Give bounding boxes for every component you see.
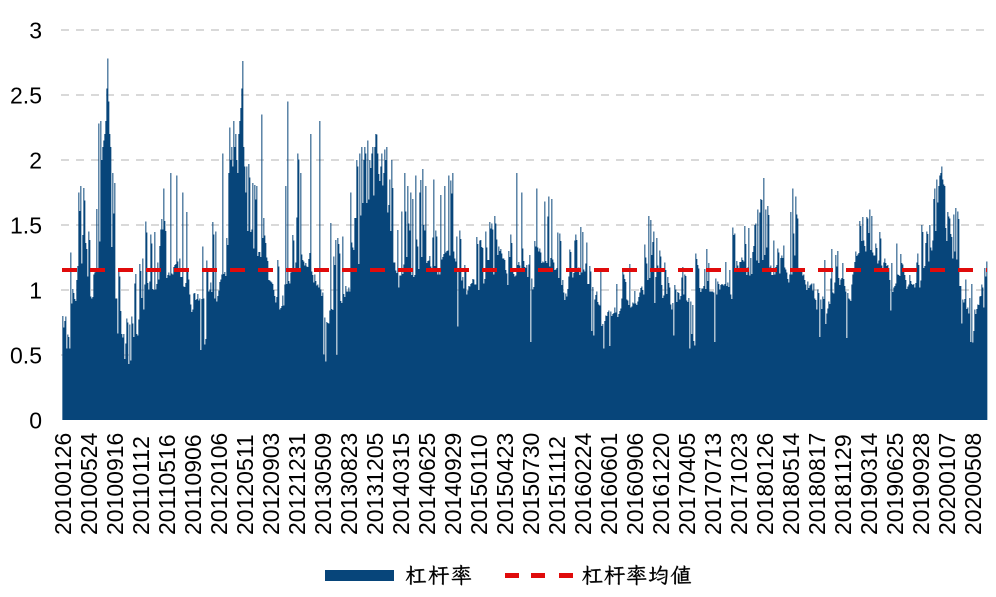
svg-text:20180514: 20180514 <box>778 432 804 535</box>
svg-text:1.5: 1.5 <box>10 213 42 239</box>
svg-text:20110516: 20110516 <box>154 434 180 535</box>
svg-text:20100916: 20100916 <box>102 433 128 535</box>
svg-text:20200107: 20200107 <box>934 433 960 535</box>
svg-text:20121231: 20121231 <box>284 433 310 535</box>
svg-text:20200508: 20200508 <box>960 433 986 535</box>
svg-text:20140929: 20140929 <box>440 433 466 535</box>
svg-text:20190928: 20190928 <box>908 433 934 535</box>
svg-text:20130509: 20130509 <box>310 433 336 535</box>
svg-text:20160601: 20160601 <box>596 433 622 535</box>
svg-text:20180817: 20180817 <box>804 433 830 535</box>
svg-text:20100126: 20100126 <box>50 433 76 535</box>
svg-text:20120106: 20120106 <box>206 433 232 535</box>
svg-text:20171023: 20171023 <box>726 433 752 535</box>
svg-text:20140315: 20140315 <box>388 433 414 535</box>
svg-text:20170713: 20170713 <box>700 433 726 535</box>
svg-text:20170405: 20170405 <box>674 433 700 535</box>
svg-text:20150423: 20150423 <box>492 433 518 535</box>
svg-text:20151112: 20151112 <box>544 436 570 535</box>
svg-text:20131205: 20131205 <box>362 433 388 535</box>
svg-text:0: 0 <box>29 408 42 434</box>
svg-text:20110906: 20110906 <box>180 434 206 535</box>
svg-text:20160906: 20160906 <box>622 433 648 535</box>
svg-text:2.5: 2.5 <box>10 83 42 109</box>
svg-text:20161220: 20161220 <box>648 433 674 535</box>
svg-text:20181129: 20181129 <box>830 434 856 535</box>
svg-text:20150730: 20150730 <box>518 433 544 535</box>
svg-text:20130823: 20130823 <box>336 433 362 535</box>
svg-text:20190625: 20190625 <box>882 433 908 535</box>
svg-text:20100524: 20100524 <box>76 432 102 535</box>
svg-text:20190314: 20190314 <box>856 432 882 535</box>
svg-text:3: 3 <box>29 18 42 44</box>
svg-text:2: 2 <box>29 148 42 174</box>
svg-text:20120903: 20120903 <box>258 433 284 535</box>
svg-text:1: 1 <box>29 278 42 304</box>
svg-text:20140625: 20140625 <box>414 433 440 535</box>
svg-text:0.5: 0.5 <box>10 343 42 369</box>
svg-text:20160224: 20160224 <box>570 432 596 535</box>
svg-text:20180126: 20180126 <box>752 433 778 535</box>
svg-text:20110112: 20110112 <box>128 436 154 535</box>
svg-text:20120511: 20120511 <box>232 434 258 535</box>
svg-text:20150110: 20150110 <box>466 434 492 535</box>
